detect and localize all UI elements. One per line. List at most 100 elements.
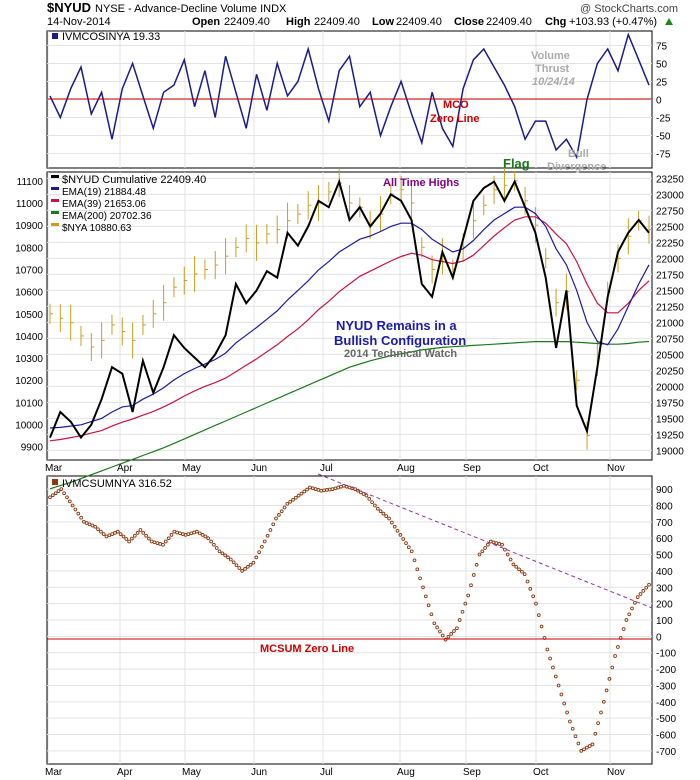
right-y-tick-label: 19500 <box>656 414 684 425</box>
annot-all-time-highs: All Time Highs <box>383 177 459 189</box>
mcsum-point <box>59 487 64 491</box>
mcsum-point <box>268 528 273 532</box>
mcsum-point <box>536 613 541 617</box>
mcsum-point <box>254 555 259 560</box>
mcsum-point <box>56 489 61 493</box>
mcsum-point <box>449 632 454 636</box>
right-y-tick-label: 22500 <box>656 222 684 233</box>
right-y-tick-label: 23250 <box>656 174 684 185</box>
mcsum-point <box>494 541 499 545</box>
mcsum-point <box>387 516 391 521</box>
legend-ema200: EMA(200) 20702.36 <box>62 211 152 222</box>
legend-nyud: $NYUD Cumulative 22409.40 <box>62 174 206 186</box>
mcsum-point <box>469 583 473 588</box>
mcsum-point <box>93 524 98 529</box>
mcsum-point <box>364 493 369 498</box>
mcsum-legend-text: IVMCSUMNYA 316.52 <box>62 478 172 490</box>
right-y-tick-label: 22250 <box>656 238 684 249</box>
chg-label: Chg <box>545 16 566 28</box>
mcsum-point <box>70 503 75 508</box>
mcsum-point <box>604 688 609 693</box>
mcsum-point <box>308 485 312 490</box>
mcsum-point <box>446 634 451 639</box>
mcsum-point <box>517 567 521 572</box>
nyud-line <box>49 178 650 440</box>
mcsum-point <box>115 529 120 534</box>
mcsum-point <box>601 699 606 704</box>
right-y-tick-label: 23000 <box>656 190 684 201</box>
mcsum-point <box>562 701 567 706</box>
mcsum-point <box>200 533 205 537</box>
mcsum-point <box>409 549 414 554</box>
mcsum-trend-line <box>317 473 653 609</box>
mcsum-point <box>381 511 386 516</box>
left-y-tick-label: 10200 <box>15 376 43 387</box>
mcsum-point <box>553 674 558 679</box>
mcsum-point <box>576 741 581 746</box>
mcsum-point <box>500 542 504 547</box>
mcsum-point <box>613 654 617 658</box>
mcsum-point <box>257 550 261 554</box>
right-y-tick-label: 22000 <box>656 254 684 265</box>
header-name: NYSE - Advance-Decline Volume INDX <box>95 3 287 15</box>
mcsum-point <box>231 560 236 565</box>
mcsum-point <box>370 500 374 505</box>
mcsum-point <box>358 490 363 495</box>
mcsum-point <box>99 529 103 534</box>
mcsum-point <box>214 546 219 550</box>
mcsum-point <box>390 520 394 525</box>
annot-thrust: Thrust <box>535 63 570 75</box>
mcsum-point <box>435 625 439 630</box>
mcsum-point <box>234 563 239 568</box>
mcsum-point <box>508 557 513 562</box>
mcsum-point <box>127 539 131 544</box>
mcsum-point <box>237 566 242 570</box>
y-tick-label: -50 <box>656 132 671 143</box>
ema19-line <box>49 206 650 429</box>
y-tick-label: 700 <box>656 518 673 529</box>
x-tick-label: Aug <box>397 463 415 474</box>
mcsum-point <box>607 677 612 681</box>
y-tick-label: 300 <box>656 583 673 594</box>
x-tick-label: Jul <box>320 463 333 474</box>
left-y-tick-label: 10700 <box>15 265 43 276</box>
right-y-tick-label: 20000 <box>656 382 684 393</box>
mcsum-point <box>647 582 651 587</box>
chg-value: +103.93 (+0.47%) <box>569 16 657 28</box>
y-tick-label: 200 <box>656 600 673 611</box>
mcsum-point <box>141 531 146 535</box>
mcsum-point <box>514 564 519 569</box>
left-y-tick-label: 9900 <box>21 443 44 454</box>
mcsum-point <box>635 595 640 599</box>
high-value: 22409.40 <box>314 16 360 28</box>
legend-ema39: EMA(39) 21653.06 <box>62 199 146 210</box>
mcsum-point <box>593 731 598 736</box>
mcsum-point <box>545 647 550 652</box>
y-tick-label: -100 <box>656 649 676 660</box>
mcsum-point <box>101 532 106 536</box>
axis-layer: -75 -50 -25 0 25 50 75 Mar Apr May Jun Jul Aug Sep Oct… <box>15 41 684 778</box>
mcsum-point <box>624 618 629 622</box>
mcsum-point <box>305 487 309 492</box>
mcsum-point <box>474 562 479 567</box>
mcsum-point <box>50 493 55 498</box>
mcsum-point <box>186 532 191 536</box>
mcsum-point <box>621 627 626 631</box>
mcsum-point <box>443 637 448 642</box>
x-tick-label: Aug <box>397 767 415 778</box>
mcsum-point <box>166 536 171 541</box>
mcsum-point <box>169 533 174 537</box>
mcsum-point <box>212 542 216 547</box>
mcsum-point <box>62 491 66 496</box>
mcsum-point <box>551 665 555 670</box>
mcsum-point <box>260 544 264 549</box>
ohlc-readout: Open 22409.40 High 22409.40 Low 22409.40… <box>192 16 657 28</box>
mcsum-point <box>480 549 485 554</box>
mcsum-point <box>203 534 208 539</box>
ema39-line <box>49 216 650 442</box>
mcsum-point <box>627 612 632 617</box>
mcsum-point <box>582 747 586 752</box>
main-annotations: All Time Highs NYUD Remains in a Bullish… <box>334 177 466 360</box>
mcsum-legend: IVMCSUMNYA 316.52 <box>52 478 172 490</box>
mcsum-point <box>375 506 380 511</box>
